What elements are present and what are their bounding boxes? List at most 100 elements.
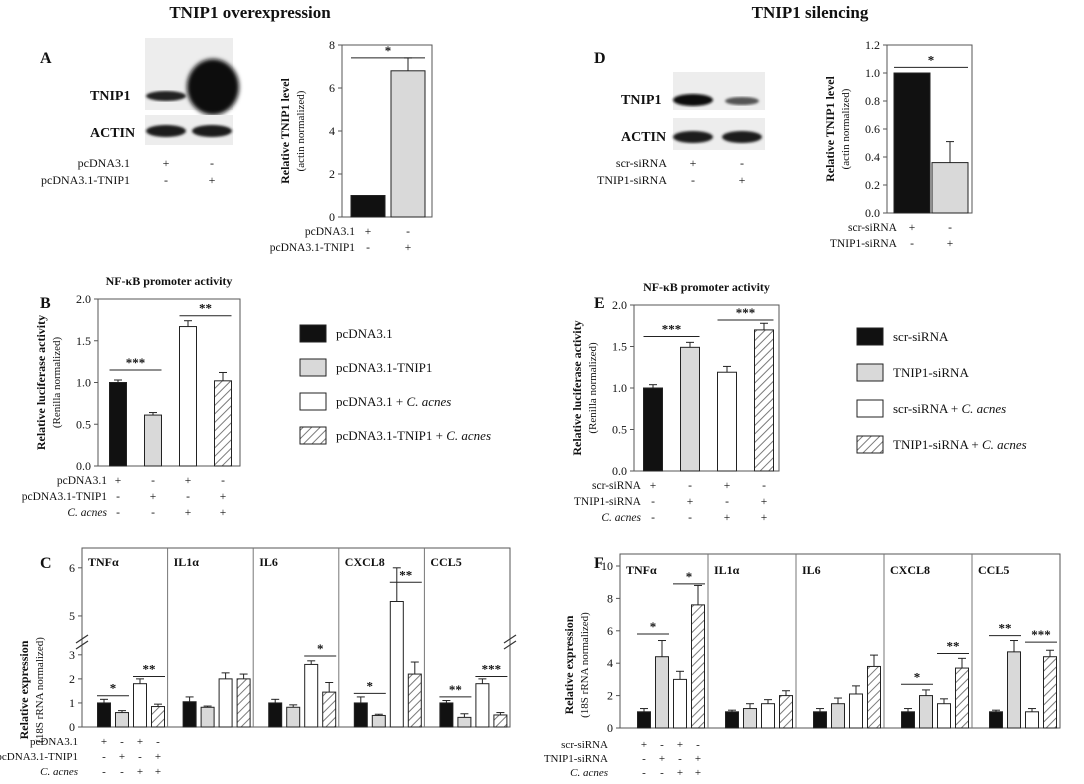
chart-f-condition-sign: + — [695, 753, 701, 765]
legend-left-label-4: pcDNA3.1-TNIP1 + C. acnes — [336, 428, 491, 443]
chart-E-condition-sign: + — [761, 496, 768, 508]
chart-f-ytick-label: 10 — [601, 559, 613, 573]
chart-c-condition-sign: - — [156, 736, 160, 748]
chart-f-condition-sign: - — [696, 739, 700, 751]
chart-B-ylabel: Relative luciferase activity — [34, 315, 48, 450]
chart-B-condition-sign: - — [186, 491, 190, 503]
chart-B-ytick-label: 1.5 — [76, 334, 91, 348]
chart-c-condition-sign: + — [119, 751, 125, 763]
chart-A-bar — [390, 70, 426, 218]
chart-f-bar — [725, 711, 739, 729]
chart-c-axis-break-mark — [75, 640, 89, 650]
chart-f-bar — [955, 667, 969, 729]
blot-a-protein2-label: ACTIN — [90, 126, 135, 141]
chart-c-condition-sign: + — [155, 751, 161, 763]
chart-f-significance-label: * — [650, 619, 657, 634]
legend-right-swatch-2 — [856, 363, 884, 382]
chart-f-bar — [691, 604, 705, 729]
blot-d-row2-label: TNIP1-siRNA — [597, 173, 667, 187]
legend-left-label-1: pcDNA3.1 — [336, 326, 393, 341]
blot-d-protein2-label: ACTIN — [621, 130, 666, 145]
chart-f-ylabel: Relative expression — [562, 615, 576, 714]
chart-f-gene-label: IL6 — [802, 563, 821, 577]
chart-A-condition-label: pcDNA3.1-TNIP1 — [270, 242, 356, 254]
chart-c-ytick-label: 1 — [69, 696, 75, 710]
legend-right-swatch-1 — [856, 327, 884, 346]
chart-c-bar — [353, 702, 368, 728]
chart-f-bar — [849, 693, 863, 729]
chart-c-bar — [182, 701, 197, 728]
chart-D-ytick-label: 1.0 — [865, 66, 880, 80]
chart-B-condition-sign: + — [220, 491, 227, 503]
chart-D-significance-label: * — [928, 52, 935, 67]
chart-D-condition-label: scr-siRNA — [848, 222, 898, 234]
chart-E-bar — [680, 346, 700, 472]
chart-c-condition-sign: + — [137, 766, 143, 778]
chart-b-nfkb-activity: 0.0 0.5 1.0 1.5 2.0 NF-κB promoter activity Re… — [22, 274, 241, 519]
blot-a-tnip1-band-lane2 — [187, 59, 239, 115]
chart-E-condition-label: TNIP1-siRNA — [574, 496, 642, 508]
chart-c-bar — [371, 714, 386, 728]
chart-f-bar — [1025, 711, 1039, 729]
chart-D-ytick-label: 0.0 — [865, 206, 880, 220]
chart-f-bar — [655, 656, 669, 729]
left-section-title: TNIP1 overexpression — [169, 3, 331, 22]
chart-c-ytick-label: 0 — [69, 720, 75, 734]
chart-A-ytick-label: 8 — [329, 38, 335, 52]
chart-c-condition-label: C. acnes — [40, 766, 78, 778]
chart-f-significance-label: ** — [947, 638, 960, 653]
chart-c-significance-label: ** — [143, 661, 156, 676]
chart-E-condition-label: scr-siRNA — [592, 480, 642, 492]
chart-f-ytick-label: 2 — [607, 689, 613, 703]
blot-a-row2-sign-lane1: - — [164, 173, 168, 187]
blot-a-actin-band-lane1 — [146, 125, 186, 137]
panel-letter-e: E — [594, 295, 605, 312]
chart-B-ytick-label: 0.0 — [76, 459, 91, 473]
chart-f-bar — [761, 703, 775, 729]
right-section-title: TNIP1 silencing — [752, 3, 869, 22]
chart-f-condition-sign: - — [642, 753, 646, 765]
chart-c-bar — [304, 663, 319, 728]
chart-B-condition-sign: - — [221, 475, 225, 487]
panel-letter-b: B — [40, 295, 51, 312]
chart-B-condition-sign: + — [185, 507, 192, 519]
chart-B-condition-label: C. acnes — [67, 507, 107, 519]
chart-c-condition-sign: - — [102, 766, 106, 778]
chart-f-condition-sign: - — [660, 739, 664, 751]
chart-B-significance-label: *** — [126, 355, 146, 370]
chart-E-title: NF-κB promoter activity — [643, 280, 770, 294]
blot-d-row1-sign-lane2: - — [740, 156, 744, 170]
chart-d-tnip1-level: 0.0 0.2 0.4 0.6 0.8 1.0 1.2 Relative TNIP1 leve… — [823, 38, 973, 250]
western-blot-d: TNIP1 ACTIN scr-siRNA TNIP1-siRNA + - - … — [597, 72, 765, 187]
chart-B-bar — [109, 382, 127, 467]
chart-c-condition-sign: - — [138, 751, 142, 763]
chart-f-significance-label: * — [914, 669, 921, 684]
chart-f-ytick-label: 8 — [607, 591, 613, 605]
chart-c-bar — [236, 678, 251, 728]
chart-c-bar — [115, 712, 129, 728]
legend-left: pcDNA3.1 pcDNA3.1-TNIP1 pcDNA3.1 + C. ac… — [299, 324, 491, 445]
chart-c-gene-label: TNFα — [88, 555, 119, 569]
chart-f-condition-sign: - — [660, 767, 664, 779]
chart-c-condition-label: pcDNA3.1 — [30, 736, 78, 748]
chart-c-condition-sign: - — [120, 766, 124, 778]
chart-B-condition-sign: + — [115, 475, 122, 487]
chart-f-ytick-label: 6 — [607, 624, 613, 638]
blot-a-row2-label: pcDNA3.1-TNIP1 — [41, 173, 130, 187]
chart-B-ytick-label: 2.0 — [76, 292, 91, 306]
chart-B-significance-label: ** — [199, 301, 212, 316]
chart-E-ytick-label: 1.5 — [612, 340, 627, 354]
chart-c-significance-label: * — [367, 678, 374, 693]
legend-right-label-4: TNIP1-siRNA + C. acnes — [893, 437, 1027, 452]
chart-f-bar — [779, 695, 793, 729]
chart-E-condition-label: C. acnes — [601, 512, 641, 524]
chart-f-bar — [937, 703, 951, 729]
chart-c-bar — [133, 683, 147, 728]
chart-B-condition-sign: + — [185, 475, 192, 487]
chart-f-gene-label: TNFα — [626, 563, 657, 577]
chart-c-bar — [407, 673, 422, 728]
chart-c-bar — [97, 702, 111, 728]
chart-c-condition-sign: + — [101, 736, 107, 748]
chart-f-bar — [743, 708, 757, 729]
chart-E-ytick-label: 2.0 — [612, 298, 627, 312]
